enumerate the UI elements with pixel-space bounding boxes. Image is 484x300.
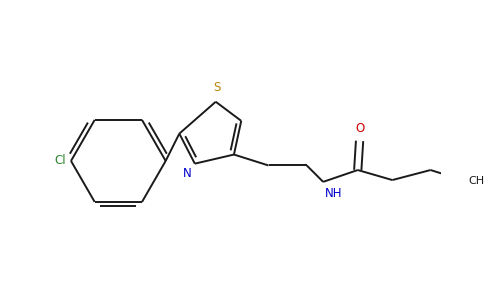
Text: CH₃: CH₃: [469, 176, 484, 186]
Text: NH: NH: [325, 187, 343, 200]
Text: O: O: [355, 122, 364, 135]
Text: N: N: [182, 167, 191, 180]
Text: S: S: [213, 82, 220, 94]
Text: Cl: Cl: [54, 154, 65, 167]
